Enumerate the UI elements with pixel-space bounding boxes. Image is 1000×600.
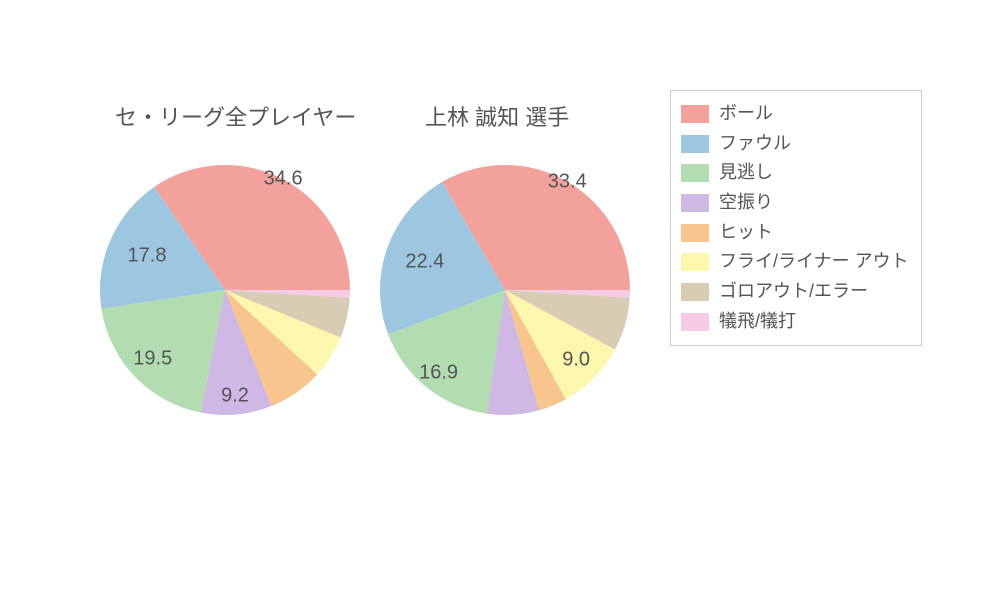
pie-chart-player — [380, 165, 630, 415]
pie-svg — [380, 165, 630, 415]
slice-value-label: 34.6 — [264, 168, 303, 191]
pie-svg — [100, 165, 350, 415]
legend-item: ボール — [681, 99, 909, 129]
legend-label: ヒット — [719, 218, 773, 248]
legend: ボールファウル見逃し空振りヒットフライ/ライナー アウトゴロアウト/エラー犠飛/… — [670, 90, 922, 346]
legend-swatch — [681, 224, 709, 242]
legend-label: ゴロアウト/エラー — [719, 277, 868, 307]
slice-value-label: 16.9 — [419, 361, 458, 384]
legend-label: ボール — [719, 99, 773, 129]
slice-value-label: 9.2 — [221, 384, 249, 407]
legend-swatch — [681, 253, 709, 271]
legend-label: 見逃し — [719, 158, 773, 188]
legend-swatch — [681, 313, 709, 331]
chart-title-league: セ・リーグ全プレイヤー — [115, 100, 356, 132]
slice-value-label: 9.0 — [562, 349, 590, 372]
chart-title-player: 上林 誠知 選手 — [425, 100, 569, 132]
slice-value-label: 33.4 — [548, 170, 587, 193]
legend-item: 見逃し — [681, 158, 909, 188]
legend-label: フライ/ライナー アウト — [719, 247, 909, 277]
legend-swatch — [681, 105, 709, 123]
legend-item: 空振り — [681, 188, 909, 218]
legend-label: 空振り — [719, 188, 773, 218]
legend-swatch — [681, 135, 709, 153]
legend-label: 犠飛/犠打 — [719, 307, 796, 337]
legend-swatch — [681, 164, 709, 182]
legend-item: ヒット — [681, 218, 909, 248]
legend-item: フライ/ライナー アウト — [681, 247, 909, 277]
chart-stage: セ・リーグ全プレイヤー 上林 誠知 選手 ボールファウル見逃し空振りヒットフライ… — [0, 0, 1000, 600]
pie-chart-league — [100, 165, 350, 415]
slice-value-label: 22.4 — [405, 250, 444, 273]
legend-swatch — [681, 283, 709, 301]
legend-swatch — [681, 194, 709, 212]
legend-item: ゴロアウト/エラー — [681, 277, 909, 307]
slice-value-label: 17.8 — [128, 245, 167, 268]
legend-label: ファウル — [719, 129, 791, 159]
slice-value-label: 19.5 — [133, 348, 172, 371]
legend-item: ファウル — [681, 129, 909, 159]
legend-item: 犠飛/犠打 — [681, 307, 909, 337]
